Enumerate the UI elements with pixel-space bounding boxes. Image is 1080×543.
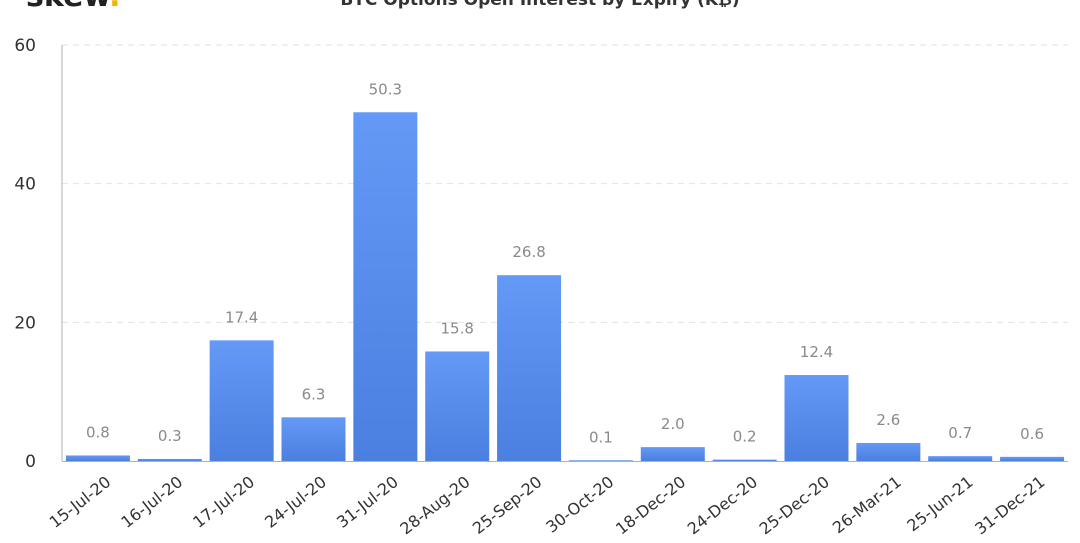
y-tick-label: 60	[14, 36, 36, 56]
x-tick-label: 25-Sep-20	[469, 472, 546, 538]
bar-value-label: 2.0	[661, 415, 685, 433]
x-tick-label: 25-Dec-20	[756, 472, 833, 538]
y-tick-label: 40	[14, 175, 36, 195]
bar	[137, 458, 202, 461]
bar	[568, 460, 633, 461]
x-tick-label: 30-Oct-20	[542, 472, 617, 536]
bar	[353, 112, 418, 462]
bar-value-label: 6.3	[302, 385, 326, 403]
x-tick-label: 31-Dec-21	[971, 472, 1048, 538]
bar-value-label: 26.8	[512, 243, 545, 261]
y-axis: 0 20 40 60	[14, 36, 63, 472]
bar	[856, 442, 921, 461]
x-tick-label: 24-Dec-20	[684, 472, 761, 538]
bar-value-labels: 0.8 0.3 17.4 6.3 50.3 15.8 26.8 0.1 2.0 0.2 12.4 2.…	[86, 80, 1044, 446]
bar	[784, 375, 849, 461]
x-tick-label: 17-Jul-20	[189, 472, 258, 532]
x-tick-label: 16-Jul-20	[117, 472, 186, 532]
x-tick-label: 18-Dec-20	[612, 472, 689, 538]
bar-value-label: 12.4	[800, 343, 833, 361]
y-tick-label: 0	[25, 452, 36, 472]
bar-value-label: 0.1	[589, 428, 613, 446]
bars	[65, 112, 1065, 462]
x-tick-label: 24-Jul-20	[261, 472, 330, 532]
bar-value-label: 17.4	[225, 308, 258, 326]
bar-value-label: 0.2	[733, 428, 757, 446]
grid	[62, 44, 1068, 323]
bar-value-label: 0.8	[86, 423, 110, 441]
bar	[640, 447, 705, 461]
bar	[209, 340, 274, 461]
bar	[712, 459, 777, 461]
x-tick-label: 25-Jun-21	[903, 472, 976, 535]
brand-logo-text: skew.	[26, 0, 121, 14]
brand-dot: .	[109, 0, 120, 14]
bar	[497, 275, 562, 461]
x-tick-label: 28-Aug-20	[396, 472, 473, 538]
bar-value-label: 0.7	[948, 424, 972, 442]
bar-value-label: 0.6	[1020, 425, 1044, 443]
x-tick-label: 15-Jul-20	[46, 472, 115, 532]
bar-value-label: 50.3	[369, 80, 402, 98]
bar	[928, 456, 993, 461]
x-tick-label: 31-Jul-20	[333, 472, 402, 532]
bar	[425, 351, 490, 461]
brand-name: skew	[26, 0, 110, 14]
bar-value-label: 0.3	[158, 427, 182, 445]
bar	[1000, 456, 1065, 461]
x-axis: 15-Jul-20 16-Jul-20 17-Jul-20 24-Jul-20 31-J…	[46, 461, 1068, 538]
bar	[281, 417, 346, 461]
bar	[65, 455, 130, 461]
bar-value-label: 15.8	[441, 319, 474, 337]
x-tick-label: 26-Mar-21	[829, 472, 905, 537]
y-tick-label: 20	[14, 313, 36, 333]
chart-title: BTC Options Open Interest by Expiry (K₿)	[340, 0, 739, 10]
brand-logo: skew.	[26, 0, 121, 14]
bar-value-label: 2.6	[876, 411, 900, 429]
